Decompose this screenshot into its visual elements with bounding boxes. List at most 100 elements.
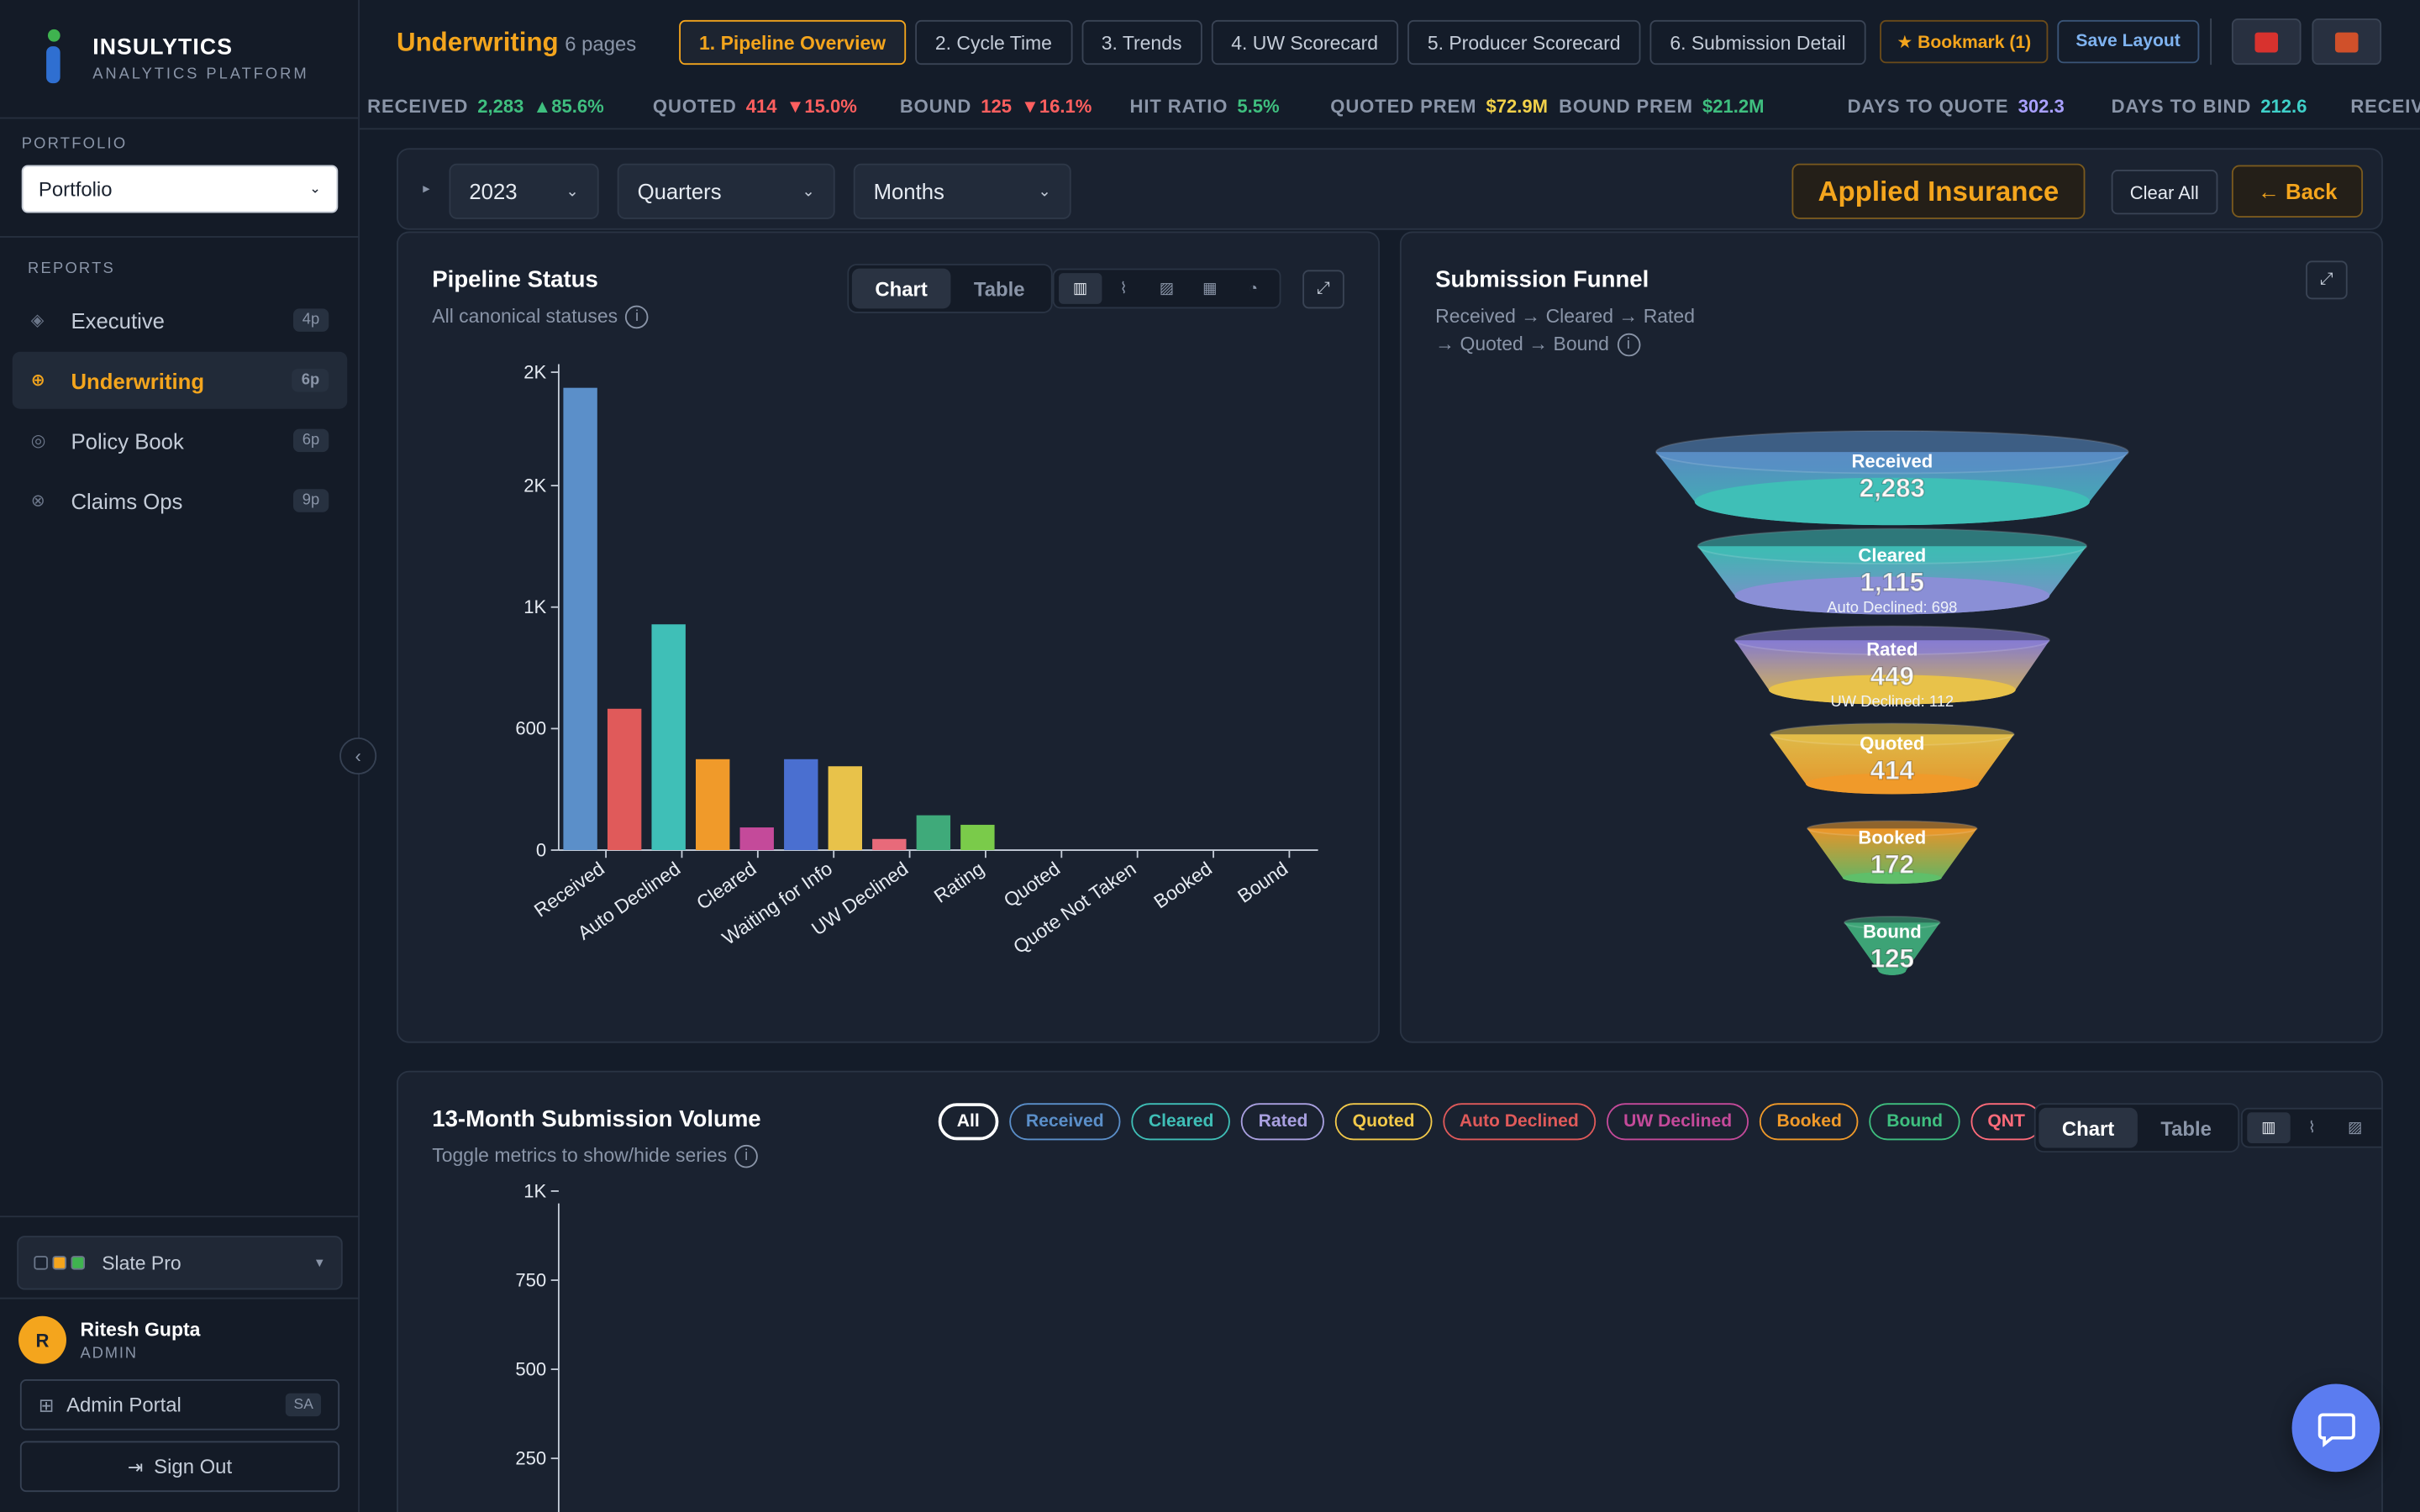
bar-uw-declined[interactable] [872,838,907,851]
funnel-base [1768,675,2016,705]
funnel-value: 414 [1870,756,1915,785]
granularity-value: Months [873,179,944,204]
tab-1[interactable]: 1. Pipeline Overview [679,19,906,66]
area-chart-icon[interactable]: ▨ [2348,1119,2363,1137]
expand-filters-icon[interactable]: ▸ [423,180,430,197]
year-select[interactable]: 2023 ⌄ [449,163,599,219]
collapse-sidebar-button[interactable]: ‹ [339,737,377,775]
chart-view-button[interactable]: Chart [2039,1107,2138,1148]
portfolio-select[interactable]: Portfolio ⌄ [21,165,339,213]
info-icon[interactable]: i [734,1145,758,1168]
chevron-down-icon: ⌄ [309,180,322,197]
x-tick-label: Quoted [1000,858,1065,911]
kpi-label: RECEIVED [367,95,469,118]
stacked-chart-icon[interactable]: ▦ [1202,280,1218,297]
info-icon[interactable]: i [1617,333,1640,357]
line-chart-icon[interactable]: ⌇ [1119,280,1128,297]
bar-cleared[interactable] [739,827,774,851]
bar-uw-declined[interactable] [828,766,862,851]
bar-auto-declined[interactable] [607,708,642,851]
bookmark-button[interactable]: ★ Bookmark (1) [1880,19,2049,64]
bar-rating[interactable] [960,824,995,851]
pill-cleared[interactable]: Cleared [1131,1103,1231,1141]
admin-portal-button[interactable]: ⊞ Admin Portal SA [19,1379,340,1431]
tab-3[interactable]: 3. Trends [1081,19,1202,66]
pill-bound[interactable]: Bound [1869,1103,1960,1141]
kpi-hit-ratio: HIT RATIO 5.5% [1129,96,1279,118]
funnel-value: 172 [1870,850,1914,879]
tab-6[interactable]: 6. Submission Detail [1649,19,1866,66]
ppt-icon [2334,31,2359,52]
bar-rating[interactable] [916,815,951,851]
chart-view-button[interactable]: Chart [851,268,951,309]
export-ppt-button[interactable] [2312,18,2382,66]
expand-button[interactable]: ⤢ [1302,270,1344,309]
table-view-button[interactable]: Table [973,276,1025,301]
area-chart-icon[interactable]: ▨ [1159,280,1175,297]
sidebar-item-claims-ops[interactable]: ⊗ Claims Ops 9p [13,472,348,529]
funnel-rim [1655,429,2129,475]
period-select[interactable]: Quarters ⌄ [617,163,835,219]
bar-cleared[interactable] [695,759,730,851]
kpi-receiv: RECEIV [2350,96,2420,118]
bar-auto-declined[interactable] [651,624,686,851]
funnel-note: UW Declined: 112 [1831,692,1954,710]
sign-out-button[interactable]: ⇥ Sign Out [19,1441,340,1493]
sidebar-item-label: Policy Book [71,428,184,454]
volume-view-toggle: Chart Table [2033,1103,2240,1153]
funnel-subtitle-line2: → Quoted → Bound i [1435,330,1640,358]
pie-chart-icon[interactable]: ◔ [1248,280,1258,297]
tab-2[interactable]: 2. Cycle Time [915,19,1072,66]
funnel-rim [1806,820,1978,837]
bar-received[interactable] [563,387,597,851]
applied-insurance-button[interactable]: Applied Insurance [1791,163,2086,219]
sidebar-item-executive[interactable]: ◈ Executive 4p [13,291,348,349]
sidebar-item-underwriting[interactable]: ⊕ Underwriting 6p [12,351,348,409]
pill-auto-declined[interactable]: Auto Declined [1442,1103,1597,1141]
export-pdf-button[interactable] [2231,18,2302,66]
volume-subtitle: Toggle metrics to show/hide series i [432,1142,758,1169]
expand-icon: ⤢ [1316,279,1331,298]
bar-waiting-for-info[interactable] [784,759,818,851]
pill-rated[interactable]: Rated [1241,1103,1325,1141]
bar-chart-icon[interactable]: ▥ [1058,273,1102,304]
pill-all[interactable]: All [938,1103,998,1141]
sign-out-label: Sign Out [154,1455,233,1478]
bar-chart-icon[interactable]: ▥ [2247,1112,2291,1144]
table-view-button[interactable]: Table [2160,1116,2212,1140]
line-chart-icon[interactable]: ⌇ [2307,1119,2316,1137]
chevron-down-icon: ▼ [313,1256,326,1270]
app-name: INSULYTICS [92,34,234,60]
kpi-value: 414 [745,95,777,118]
pill-received[interactable]: Received [1008,1103,1121,1141]
page-title: Underwriting [397,28,559,57]
pill-quoted[interactable]: Quoted [1335,1103,1432,1141]
granularity-select[interactable]: Months ⌄ [853,163,1071,219]
diamond-icon: ◈ [30,312,45,331]
funnel-rim [1733,625,2051,656]
kpi-label: DAYS TO QUOTE [1847,95,2009,118]
theme-select[interactable]: Slate Pro ▼ [17,1236,343,1290]
avatar: R [18,1315,66,1364]
x-circle-icon: ⊗ [30,491,45,511]
info-icon[interactable]: i [625,306,649,329]
clear-all-button[interactable]: Clear All [2111,170,2217,215]
pill-booked[interactable]: Booked [1760,1103,1860,1141]
kpi-value: $72.9M [1486,95,1549,118]
back-button[interactable]: ← Back [2231,165,2364,218]
pill-uw-declined[interactable]: UW Declined [1606,1103,1749,1141]
sidebar-item-policy-book[interactable]: ◎ Policy Book 6p [13,412,348,469]
tab-5[interactable]: 5. Producer Scorecard [1407,19,1641,66]
tab-4[interactable]: 4. UW Scorecard [1211,19,1398,66]
chat-button[interactable] [2291,1383,2381,1473]
save-layout-button[interactable]: Save Layout [2057,19,2199,64]
expand-button[interactable]: ⤢ [2306,260,2348,300]
pipeline-title: Pipeline Status [432,266,598,293]
